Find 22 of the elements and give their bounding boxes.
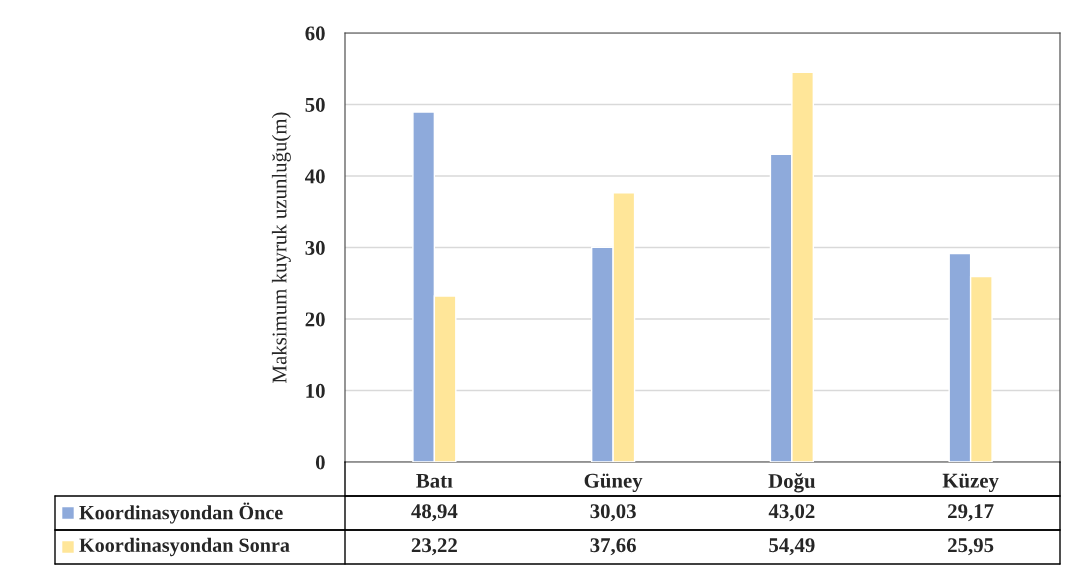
y-tick-label: 10 bbox=[306, 383, 325, 398]
legend-label: Koordinasyondan Sonra bbox=[79, 537, 290, 557]
x-tick-label: Küzey bbox=[942, 473, 999, 492]
y-tick-label: 20 bbox=[305, 312, 325, 327]
y-tick-label: 60 bbox=[305, 26, 325, 41]
data-label: 30,03 bbox=[590, 504, 636, 522]
data-label: 54,49 bbox=[769, 538, 815, 556]
data-label: 25,95 bbox=[948, 538, 994, 556]
y-tick-label: 30 bbox=[305, 240, 325, 255]
x-tick-label: Batı bbox=[416, 473, 453, 488]
data-label: 43,02 bbox=[768, 504, 815, 522]
y-tick-label: 0 bbox=[315, 455, 325, 470]
data-label: 29,17 bbox=[948, 504, 994, 522]
legend-label: Koordinasyondan Önce bbox=[79, 502, 283, 524]
x-tick-label: Güney bbox=[584, 473, 643, 492]
y-axis-title: Maksimum kuyruk uzunluğu(m) bbox=[271, 112, 291, 383]
x-tick-label: Doğu bbox=[768, 473, 816, 493]
data-label: 48,94 bbox=[411, 504, 458, 522]
data-label: 23,22 bbox=[411, 538, 457, 556]
y-tick-label: 40 bbox=[305, 169, 325, 184]
y-tick-label: 50 bbox=[305, 97, 325, 112]
data-label: 37,66 bbox=[590, 538, 636, 556]
